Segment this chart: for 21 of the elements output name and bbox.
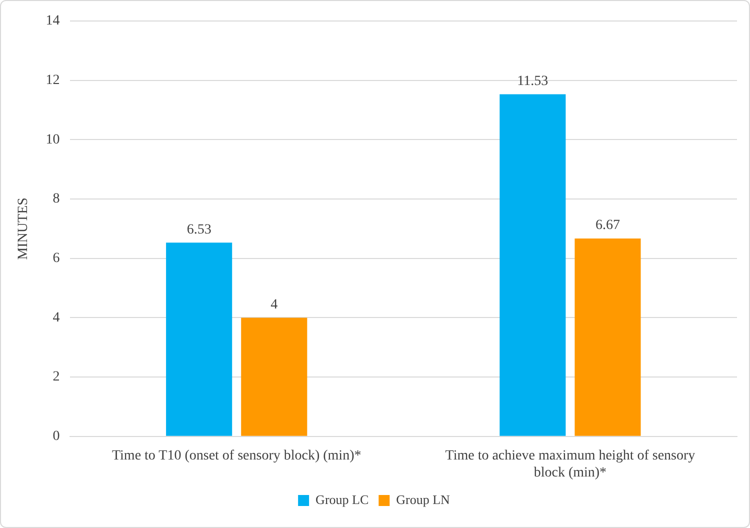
legend-label: Group LC (316, 492, 369, 507)
bar (241, 318, 308, 436)
data-label: 6.67 (595, 218, 620, 234)
y-tick-label: 6 (52, 251, 60, 266)
y-tick-label: 10 (46, 132, 60, 148)
x-tick-label: Time to T10 (onset of sensory block) (min)* (112, 448, 362, 464)
bar (574, 238, 641, 436)
y-axis-title: MINUTES (16, 198, 32, 260)
y-tick-label: 12 (46, 73, 60, 88)
y-tick-label: 4 (52, 310, 60, 326)
y-tick-label: 2 (52, 370, 60, 385)
y-tick-label: 14 (46, 14, 60, 29)
data-label: 11.53 (517, 74, 548, 89)
y-tick-label: 0 (52, 429, 60, 444)
bar (500, 94, 566, 436)
bar (166, 242, 232, 436)
x-tick-label: Time to achieve maximum height of sensory block (min)* (445, 448, 696, 480)
data-label: 4 (270, 297, 278, 312)
data-label: 6.53 (186, 222, 212, 238)
legend-label: Group LN (396, 492, 451, 507)
y-tick-label: 8 (52, 192, 60, 207)
